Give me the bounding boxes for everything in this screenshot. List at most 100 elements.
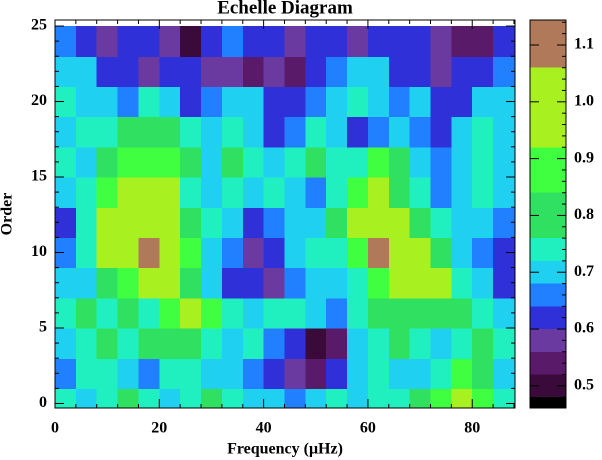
x-tick-label: 80 (464, 420, 480, 437)
heat-cell (242, 388, 265, 408)
heat-cell (96, 237, 119, 269)
heat-cell (409, 267, 432, 299)
heat-cell (284, 267, 306, 299)
heat-cell (284, 86, 306, 118)
heat-cell (451, 327, 473, 359)
heat-cell (326, 267, 348, 299)
colorbar-segment (530, 351, 566, 375)
heat-cell (117, 146, 140, 178)
heat-cell (388, 237, 411, 269)
heat-cell (75, 267, 98, 299)
heat-cell (96, 327, 119, 359)
heat-cell (263, 116, 286, 148)
colorbar-tick-label: 0.6 (574, 320, 594, 337)
heat-cell (409, 177, 432, 208)
heat-cell (221, 237, 244, 269)
heat-cell (201, 237, 223, 269)
x-tick-label: 60 (360, 420, 376, 437)
heat-cell (388, 388, 411, 408)
heat-cell (180, 56, 202, 88)
heat-cell (159, 358, 181, 389)
colorbar-segment (530, 397, 566, 408)
heat-cell (180, 388, 202, 408)
heat-cell (242, 237, 265, 269)
y-tick-label: 25 (31, 17, 47, 34)
heat-cell (138, 26, 160, 57)
heat-cell (388, 56, 411, 88)
heat-cell (221, 267, 244, 299)
heat-cell (472, 177, 494, 208)
heat-cell (472, 146, 494, 178)
heat-cell (430, 327, 452, 359)
heat-cell (347, 146, 369, 178)
heat-cell (388, 327, 411, 359)
heat-cell (221, 26, 244, 57)
heat-cell (451, 388, 473, 408)
heat-cell (242, 327, 265, 359)
heat-cell (493, 237, 515, 269)
heat-cell (409, 26, 432, 57)
heat-cell (430, 177, 452, 208)
heat-cell (180, 267, 202, 299)
y-tick-label: 10 (31, 243, 47, 260)
heat-cell (409, 116, 432, 148)
heat-cell (117, 358, 140, 389)
heat-cell (55, 267, 77, 299)
heat-cell (263, 297, 286, 329)
heat-cell (159, 237, 181, 269)
heat-cell (388, 177, 411, 208)
heat-cell (388, 358, 411, 389)
heat-cell (221, 146, 244, 178)
heat-cell (409, 327, 432, 359)
heat-cell (180, 146, 202, 178)
heat-cell (430, 207, 452, 239)
heat-cell (242, 177, 265, 208)
heat-cell (75, 237, 98, 269)
y-axis-label: Order (0, 193, 16, 236)
heat-cell (55, 116, 77, 148)
heat-cell (201, 358, 223, 389)
heat-cell (221, 358, 244, 389)
heat-cell (305, 358, 327, 389)
heat-cell (138, 237, 160, 269)
heat-cell (138, 327, 160, 359)
heat-cell (409, 358, 432, 389)
colorbar-segment (530, 147, 566, 193)
heat-cell (284, 358, 306, 389)
colorbar-segment (530, 374, 566, 398)
x-tick-label: 20 (151, 420, 167, 437)
heat-cell (201, 388, 223, 408)
colorbar-tick-label: 1.0 (574, 92, 594, 109)
heat-cell (138, 146, 160, 178)
heat-cell (117, 177, 140, 208)
heat-cell (347, 388, 369, 408)
heat-cell (472, 207, 494, 239)
heat-cell (263, 26, 286, 57)
heat-cell (284, 56, 306, 88)
heat-cell (430, 146, 452, 178)
heat-cell (55, 177, 77, 208)
heat-cell (305, 327, 327, 359)
heat-cell (55, 297, 77, 329)
heat-cell (430, 26, 452, 57)
heat-cell (367, 237, 390, 269)
heat-cell (96, 56, 119, 88)
heat-cell (347, 358, 369, 389)
heat-cell (347, 267, 369, 299)
colorbar-segment (530, 238, 566, 261)
heat-cell (409, 297, 432, 329)
heat-cell (96, 388, 119, 408)
heatmap (55, 26, 515, 408)
colorbar-frame (529, 19, 567, 409)
heat-cell (138, 297, 160, 329)
heat-cell (159, 388, 181, 408)
heat-cell (388, 116, 411, 148)
heat-cell (138, 358, 160, 389)
heat-cell (388, 297, 411, 329)
heat-cell (117, 26, 140, 57)
heat-cell (367, 146, 390, 178)
colorbar-segment (530, 20, 566, 68)
heat-cell (347, 26, 369, 57)
heat-cell (138, 388, 160, 408)
colorbar-segment (530, 67, 566, 148)
